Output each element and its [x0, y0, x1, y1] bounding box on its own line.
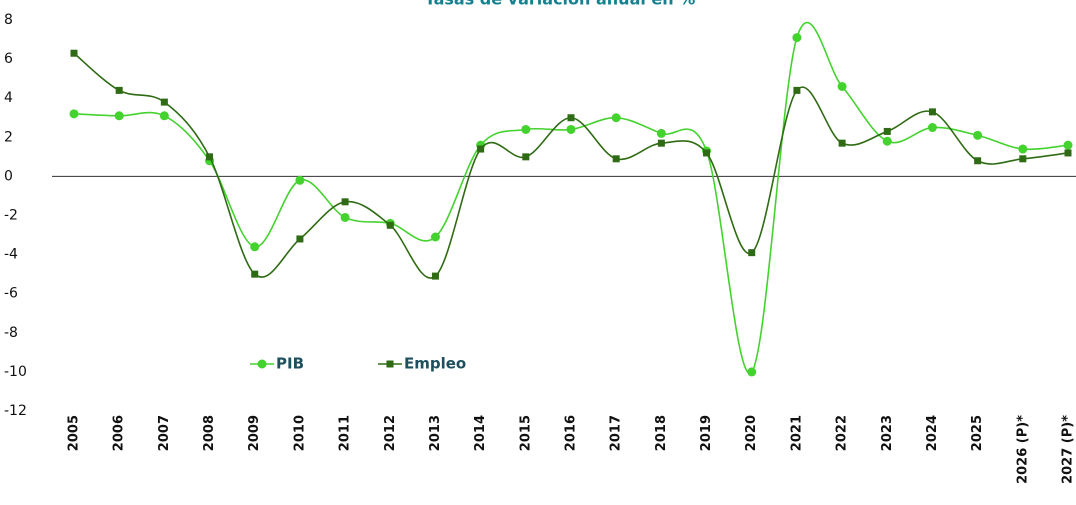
marker: [386, 221, 394, 229]
marker: [159, 111, 169, 121]
x-tick-label: 2025: [970, 415, 985, 451]
x-tick-label: 2019: [699, 415, 714, 451]
x-tick-label: 2006: [112, 415, 127, 451]
y-tick-label: -4: [4, 247, 18, 263]
chart-title: Tasas de variación anual en %: [425, 0, 696, 9]
marker: [431, 272, 439, 280]
x-tick-label: 2016: [564, 415, 579, 451]
x-tick-label: 2027 (P)*: [1061, 415, 1076, 484]
legend-label: Empleo: [404, 355, 466, 373]
marker: [838, 139, 846, 147]
x-tick-label: 2010: [292, 415, 307, 451]
marker: [748, 249, 756, 257]
marker: [656, 128, 666, 138]
x-tick-label: 2023: [880, 415, 895, 451]
y-tick-label: -8: [4, 325, 18, 341]
marker: [837, 81, 847, 91]
marker: [657, 139, 665, 147]
marker: [973, 130, 983, 140]
marker: [1063, 140, 1073, 150]
marker: [477, 145, 485, 153]
marker: [521, 124, 531, 134]
marker: [611, 113, 621, 123]
x-tick-label: 2018: [654, 415, 669, 451]
y-tick-label: -12: [4, 403, 27, 419]
series-line: [73, 52, 1069, 279]
x-tick-label: 2017: [609, 415, 624, 451]
marker: [430, 232, 440, 242]
legend-label: PIB: [276, 355, 304, 373]
marker: [882, 136, 892, 146]
marker: [340, 212, 350, 222]
y-tick-label: -10: [4, 364, 27, 380]
marker: [747, 367, 757, 377]
marker: [69, 109, 79, 119]
marker: [70, 49, 78, 57]
x-tick-label: 2022: [835, 415, 850, 451]
legend-marker: [386, 360, 394, 368]
marker: [927, 123, 937, 133]
marker: [792, 33, 802, 43]
x-tick-label: 2012: [383, 415, 398, 451]
marker: [206, 153, 214, 161]
x-tick-label: 2014: [473, 415, 488, 451]
y-tick-label: -6: [4, 286, 18, 302]
x-tick-label: 2024: [925, 415, 940, 451]
marker: [251, 270, 259, 278]
marker: [567, 114, 575, 122]
marker: [1064, 149, 1072, 157]
marker: [928, 108, 936, 116]
marker: [295, 175, 305, 185]
x-tick-label: 2011: [338, 415, 353, 451]
marker: [703, 149, 711, 157]
marker: [115, 86, 123, 94]
x-tick-label: 2009: [247, 415, 262, 451]
marker: [250, 242, 260, 252]
x-tick-label: 2021: [789, 415, 804, 451]
x-tick-label: 2005: [67, 415, 82, 451]
marker: [160, 98, 168, 106]
marker: [341, 198, 349, 206]
marker: [883, 127, 891, 135]
y-tick-label: -2: [4, 208, 18, 224]
y-tick-label: 4: [4, 90, 13, 106]
x-tick-label: 2013: [428, 415, 443, 451]
x-tick-label: 2015: [518, 415, 533, 451]
series-line: [73, 21, 1069, 374]
marker: [1018, 144, 1028, 154]
x-tick-label: 2020: [744, 415, 759, 451]
x-tick-label: 2007: [157, 415, 172, 451]
y-tick-label: 8: [4, 12, 13, 28]
marker: [974, 157, 982, 165]
x-tick-label: 2026 (P)*: [1015, 415, 1030, 484]
marker: [1019, 155, 1027, 163]
marker: [296, 235, 304, 243]
y-tick-label: 2: [4, 129, 13, 145]
y-tick-label: 6: [4, 51, 13, 67]
legend-marker: [257, 359, 267, 369]
marker: [522, 153, 530, 161]
marker: [793, 86, 801, 94]
marker: [612, 155, 620, 163]
marker: [566, 124, 576, 134]
x-tick-label: 2008: [202, 415, 217, 451]
marker: [114, 111, 124, 121]
y-tick-label: 0: [4, 168, 13, 184]
